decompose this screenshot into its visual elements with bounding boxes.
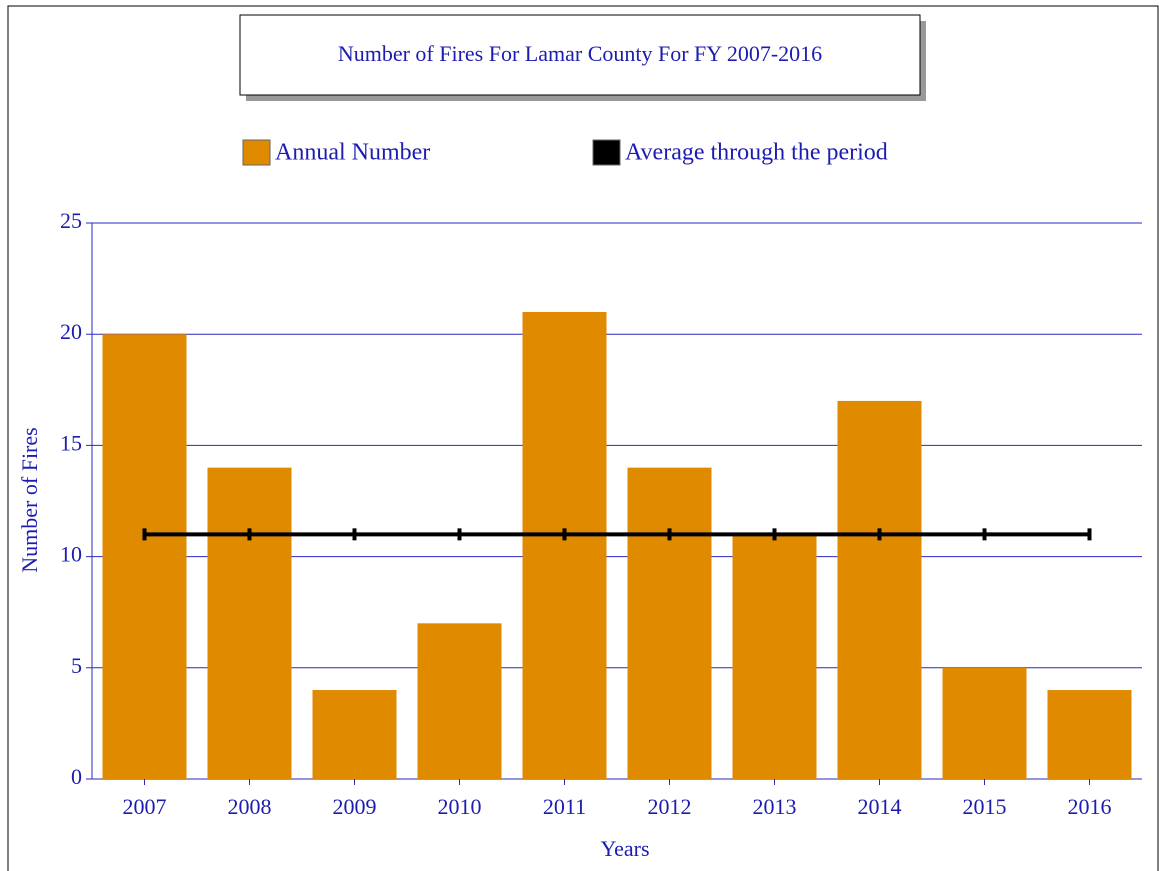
line-marker bbox=[982, 528, 987, 541]
bar bbox=[312, 690, 397, 779]
x-tick-label: 2007 bbox=[123, 794, 167, 819]
y-axis-label: Number of Fires bbox=[17, 427, 42, 572]
x-tick-label: 2011 bbox=[543, 794, 586, 819]
x-axis-label: Years bbox=[600, 836, 649, 861]
x-tick-label: 2016 bbox=[1068, 794, 1112, 819]
bar bbox=[732, 534, 817, 779]
line-marker bbox=[877, 528, 882, 541]
legend-label: Average through the period bbox=[625, 140, 888, 166]
x-tick-label: 2009 bbox=[333, 794, 377, 819]
line-marker bbox=[1087, 528, 1092, 541]
y-tick-label: 20 bbox=[60, 319, 82, 344]
line-marker bbox=[667, 528, 672, 541]
line-marker bbox=[352, 528, 357, 541]
chart-title: Number of Fires For Lamar County For FY … bbox=[338, 41, 822, 66]
legend-swatch bbox=[242, 139, 271, 166]
bar bbox=[102, 334, 187, 779]
bar bbox=[837, 400, 922, 779]
bar bbox=[627, 467, 712, 779]
title-box bbox=[239, 14, 921, 96]
line-marker bbox=[772, 528, 777, 541]
line-marker bbox=[247, 528, 252, 541]
line-marker bbox=[142, 528, 147, 541]
bar bbox=[207, 467, 292, 779]
x-tick-label: 2013 bbox=[753, 794, 797, 819]
x-tick-label: 2015 bbox=[963, 794, 1007, 819]
line-marker bbox=[457, 528, 462, 541]
bar bbox=[522, 311, 607, 779]
bar bbox=[1047, 690, 1132, 779]
x-tick-label: 2008 bbox=[228, 794, 272, 819]
y-tick-label: 5 bbox=[71, 653, 82, 678]
frame bbox=[7, 5, 1159, 871]
x-tick-label: 2014 bbox=[858, 794, 902, 819]
bar bbox=[942, 667, 1027, 779]
y-tick-label: 15 bbox=[60, 430, 82, 455]
y-tick-label: 25 bbox=[60, 208, 82, 233]
x-tick-label: 2010 bbox=[438, 794, 482, 819]
bar bbox=[417, 623, 502, 779]
line-marker bbox=[562, 528, 567, 541]
y-tick-label: 10 bbox=[60, 542, 82, 567]
legend-label: Annual Number bbox=[275, 140, 430, 166]
x-tick-label: 2012 bbox=[648, 794, 692, 819]
y-tick-label: 0 bbox=[71, 764, 82, 789]
legend-swatch bbox=[592, 139, 621, 166]
